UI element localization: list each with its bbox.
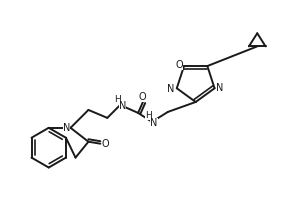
Text: N: N (118, 101, 126, 111)
Text: N: N (216, 83, 223, 93)
Text: N: N (167, 84, 175, 94)
Text: O: O (138, 92, 146, 102)
Text: N: N (150, 118, 158, 128)
Text: O: O (101, 139, 109, 149)
Text: H: H (114, 95, 121, 104)
Text: N: N (63, 123, 70, 133)
Text: O: O (175, 60, 183, 70)
Text: H: H (145, 111, 152, 120)
